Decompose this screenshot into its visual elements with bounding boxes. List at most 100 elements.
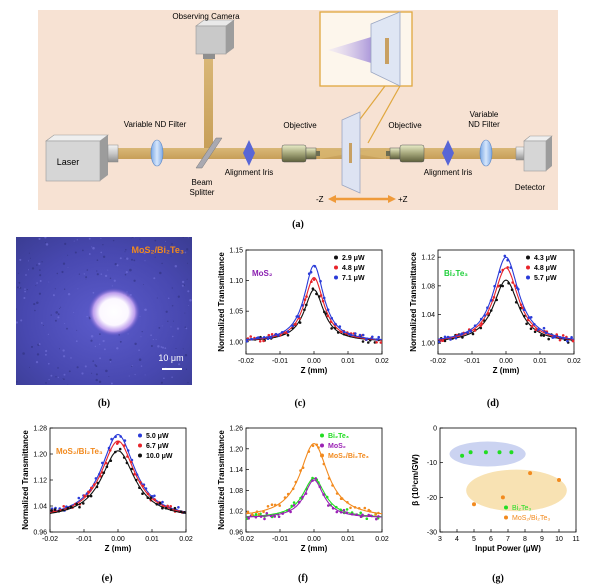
speckle [63, 288, 66, 290]
data-point [307, 450, 311, 453]
data-point [130, 467, 133, 471]
data-point [486, 312, 490, 315]
label-plus-z: +Z [398, 195, 408, 204]
label-objective-right: Objective [388, 121, 422, 130]
speckle [130, 237, 132, 239]
data-point [87, 490, 90, 494]
speckle [144, 374, 146, 376]
setup-schematic: Observing Camera Laser Variable ND Filte… [38, 10, 558, 210]
legend-marker [320, 443, 324, 448]
data-point [82, 502, 85, 505]
speckle [55, 311, 58, 314]
speckle [92, 246, 95, 250]
speckle [81, 372, 84, 375]
data-point [277, 334, 280, 337]
speckle [39, 280, 42, 282]
iris-left-icon [243, 140, 255, 166]
data-point [262, 336, 266, 339]
inset-film [385, 38, 389, 64]
speckle [102, 255, 106, 258]
x-tick-label: -0.01 [464, 358, 480, 365]
label-nd-filter-left: Variable ND Filter [124, 120, 187, 129]
micrograph-title: MoS₂/Bi₂Te₃ [132, 245, 185, 255]
data-point [342, 330, 346, 334]
panel-d-label: (d) [486, 398, 500, 409]
speckle [177, 295, 180, 298]
speckle [45, 242, 47, 243]
data-point [290, 504, 293, 508]
legend-label: 4.3 μW [534, 255, 557, 262]
x-tick-label: 0.01 [341, 358, 355, 365]
y-axis-label: β (10³cm/GW) [411, 454, 420, 506]
speckle [47, 333, 50, 335]
speckle [52, 294, 55, 297]
x-tick-label: -0.02 [238, 358, 254, 365]
y-tick-label: 1.04 [421, 312, 435, 319]
data-point [105, 465, 109, 469]
y-tick-label: 1.12 [33, 478, 47, 485]
data-point [179, 510, 183, 513]
data-point [570, 336, 573, 339]
legend-marker [526, 275, 530, 280]
speckle [172, 335, 174, 338]
data-point [138, 486, 141, 489]
data-point [558, 338, 562, 342]
data-point [353, 506, 357, 509]
data-point [286, 333, 290, 337]
data-point [326, 314, 330, 318]
data-point [489, 299, 493, 302]
data-point [317, 446, 320, 449]
data-point [361, 340, 365, 343]
data-point [289, 510, 292, 514]
data-point [61, 508, 64, 512]
label-iris-right: Alignment Iris [424, 168, 472, 177]
x-axis-label: Z (mm) [301, 366, 328, 375]
fit-curve [245, 477, 383, 518]
data-point [301, 495, 304, 499]
data-point [379, 341, 383, 344]
data-point [571, 339, 575, 343]
speckle [141, 330, 143, 333]
speckle [95, 378, 98, 382]
data-point [305, 295, 308, 298]
speckle [167, 320, 169, 322]
data-point [153, 494, 156, 498]
y-tick-label: 1.08 [421, 283, 435, 290]
x-tick-label: 3 [438, 536, 442, 543]
speckle [67, 266, 69, 268]
label-minus-z: -Z [316, 195, 324, 204]
data-point [501, 284, 504, 288]
sample-annotation: Bi₂Te₃ [444, 269, 468, 278]
data-point [299, 469, 302, 472]
speckle [155, 339, 157, 340]
speckle [185, 368, 188, 370]
speckle [90, 334, 94, 338]
chart-g: 3 4 5 6 7 8 9 10 11 0 -10 -20 -30 Input Power (μW) β (… [411, 426, 580, 554]
data-point [311, 476, 314, 480]
data-point [291, 324, 294, 328]
data-point [125, 461, 129, 465]
data-point [155, 503, 159, 506]
y-tick-label: 1.10 [229, 278, 243, 285]
data-point [561, 334, 565, 337]
data-point [169, 505, 172, 508]
data-point [492, 296, 496, 299]
speckle [124, 251, 126, 253]
speckle [164, 347, 167, 350]
label-beam-splitter-1: Beam [192, 178, 213, 187]
speckle [36, 264, 38, 266]
speckle [181, 280, 185, 284]
data-point [129, 460, 133, 464]
speckle [139, 315, 141, 317]
data-point [146, 496, 150, 499]
speckle [124, 273, 127, 276]
data-point [164, 506, 168, 510]
data-point [278, 504, 281, 507]
speckle [104, 274, 108, 278]
speckle [174, 264, 178, 268]
data-point [542, 334, 546, 337]
speckle [102, 244, 104, 246]
data-point [461, 336, 464, 339]
data-point [331, 507, 335, 510]
data-point [367, 341, 370, 344]
